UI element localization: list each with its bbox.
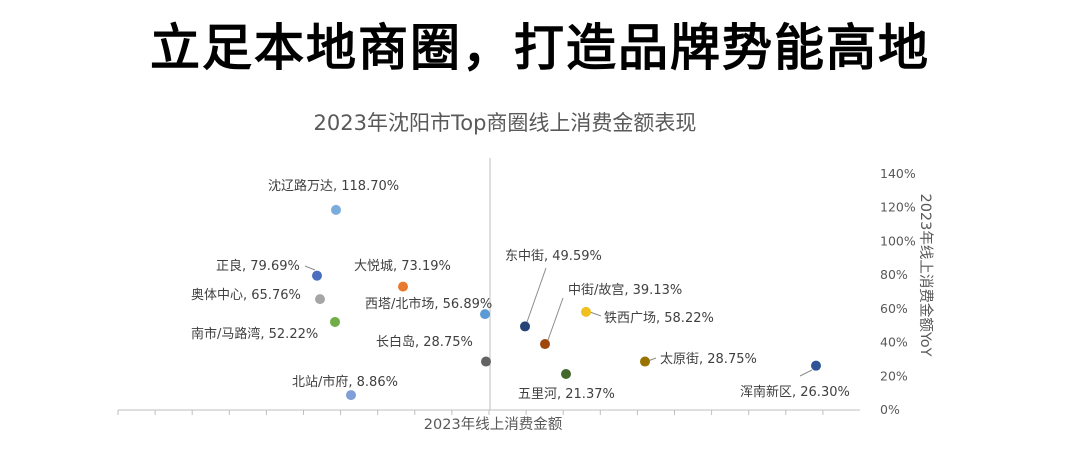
data-label: 大悦城, 73.19%: [354, 259, 451, 274]
y-tick-label: 80%: [880, 267, 908, 282]
data-point: [581, 306, 591, 317]
chart-title: 2023年沈阳市Top商圈线上消费金额表现: [314, 111, 697, 135]
data-point: [640, 356, 650, 367]
data-label: 太原街, 28.75%: [660, 352, 757, 367]
leader-line: [547, 297, 564, 341]
data-point: [346, 390, 356, 401]
data-label: 南市/马路湾, 52.22%: [191, 326, 318, 342]
y-tick-label: 0%: [880, 402, 900, 417]
data-points: [312, 204, 821, 401]
y-tick-label: 100%: [880, 233, 916, 248]
data-label: 中街/故宫, 39.13%: [568, 283, 682, 298]
data-label: 北站/市府, 8.86%: [292, 374, 398, 390]
data-label: 正良, 79.69%: [216, 258, 300, 274]
headline: 立足本地商圈，打造品牌势能高地: [150, 19, 930, 77]
data-label: 铁西广场, 58.22%: [604, 311, 714, 326]
y-tick-label: 140%: [880, 166, 916, 181]
data-point: [398, 281, 408, 292]
y-axis-tick-labels: 0% 20% 40% 60% 80% 100% 120% 140%: [880, 166, 916, 417]
y-tick-label: 60%: [880, 301, 908, 316]
data-label: 沈辽路万达, 118.70%: [268, 178, 399, 194]
data-point: [312, 270, 322, 281]
data-point: [811, 360, 821, 371]
leader-line: [526, 267, 547, 323]
data-point: [481, 356, 491, 367]
leader-lines: [304, 265, 813, 377]
y-tick-label: 40%: [880, 335, 908, 350]
data-point: [330, 316, 340, 327]
y-tick-label: 20%: [880, 368, 908, 383]
leader-line: [589, 311, 602, 317]
data-point: [331, 204, 341, 215]
leader-line: [304, 265, 316, 271]
data-label: 奥体中心, 65.76%: [191, 288, 301, 303]
leader-line: [799, 369, 813, 377]
data-label: 五里河, 21.37%: [518, 387, 615, 402]
data-point: [540, 339, 550, 350]
y-axis-title: 2023年线上消费金额YoY: [917, 193, 934, 356]
data-point: [561, 368, 571, 379]
x-axis-ticks: [117, 410, 824, 415]
data-label: 长白岛, 28.75%: [376, 334, 473, 350]
data-label: 东中街, 49.59%: [505, 249, 602, 264]
x-axis-title: 2023年线上消费金额: [424, 416, 563, 433]
data-label: 西塔/北市场, 56.89%: [365, 296, 492, 312]
data-point: [520, 321, 530, 332]
data-point: [480, 309, 490, 320]
data-labels: 沈辽路万达, 118.70% 正良, 79.69% 大悦城, 73.19% 奥体中心,…: [191, 178, 850, 402]
data-point: [315, 294, 325, 305]
y-tick-label: 120%: [880, 200, 916, 215]
data-label: 浑南新区, 26.30%: [740, 384, 850, 400]
